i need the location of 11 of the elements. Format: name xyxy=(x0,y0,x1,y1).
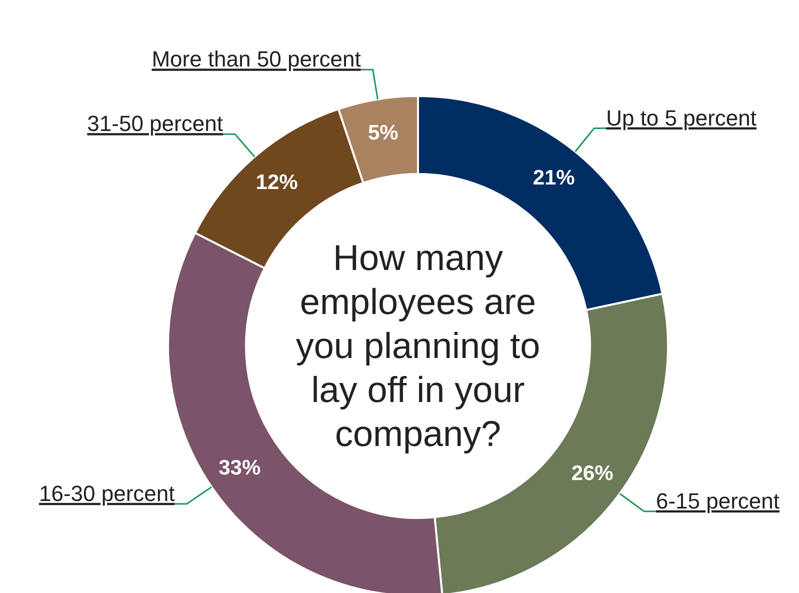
slice-label: 16-30 percent xyxy=(39,480,175,506)
data-label: 21% xyxy=(532,166,576,190)
text: How many employees are you planning to lay off in your company? xyxy=(296,237,540,454)
slice-label: Up to 5 percent xyxy=(606,105,757,130)
data-label: 12% xyxy=(256,171,298,194)
data-label: 26% xyxy=(571,462,614,486)
data-label: 5% xyxy=(368,121,399,144)
slice-label: More than 50 percent xyxy=(152,46,361,72)
slice-label: 6-15 percent xyxy=(656,488,780,514)
slice-label: 31-50 percent xyxy=(87,111,223,136)
data-label: 33% xyxy=(218,456,261,480)
